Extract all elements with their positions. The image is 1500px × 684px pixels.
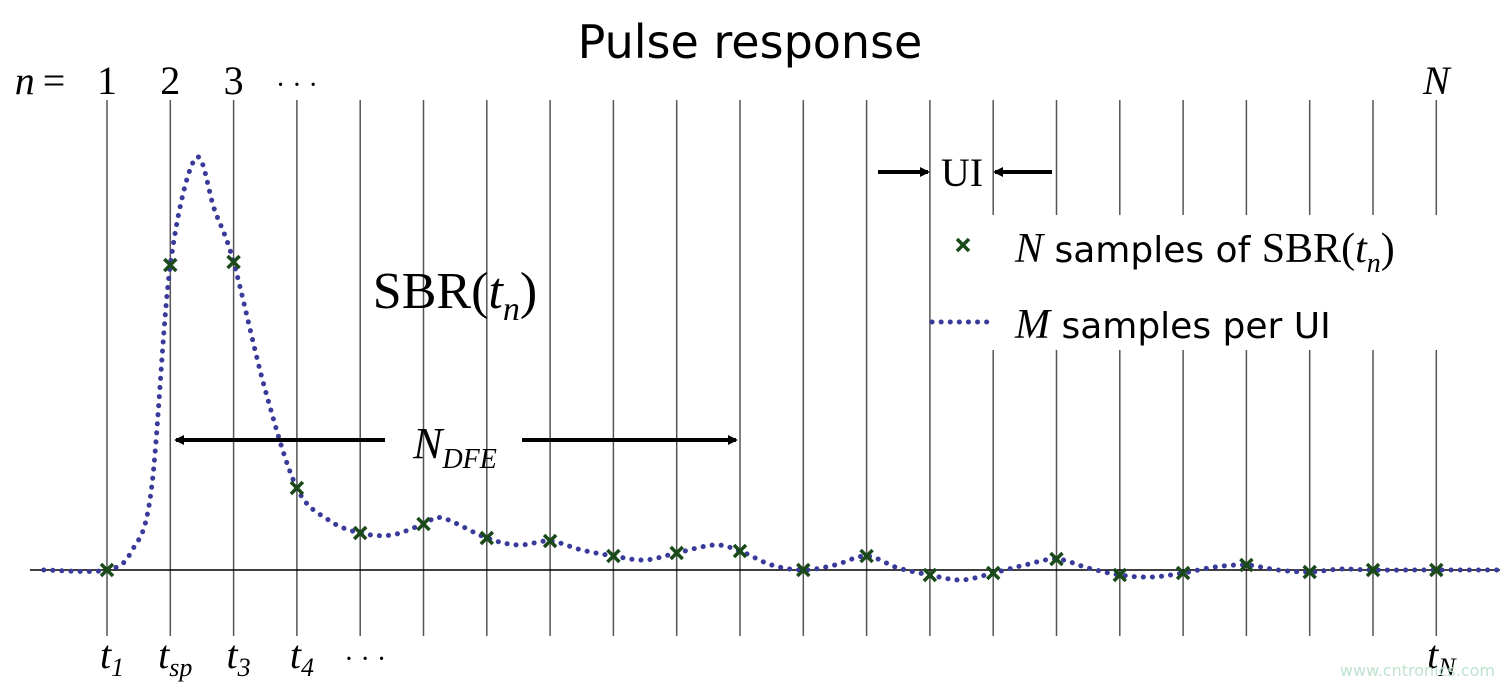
label-base: t [227,632,239,677]
legend-sub: n [1367,248,1381,279]
top-label: N [1422,58,1452,103]
legend-t: t [1355,226,1368,272]
ndfe-sub: DFE [441,444,496,475]
label-sub: N [1437,653,1457,682]
sample-marker [1429,562,1444,578]
bottom-label: · · · [344,644,386,675]
sample-marker [1112,567,1128,583]
label-sub: 1 [111,653,124,682]
sample-marker [416,516,431,532]
legend-symbol [955,237,971,253]
bottom-label: t4 [290,632,314,682]
sample-marker [289,480,305,496]
sample-marker [1302,564,1317,580]
sample-marker [352,525,368,541]
label-sub: 4 [301,653,314,682]
sample-marker [1365,562,1381,578]
bottom-label: tsp [158,632,192,682]
sample-marker [669,545,684,561]
sample-marker [542,533,558,549]
sample-marker [99,562,115,578]
top-label: 1 [97,58,117,103]
sample-marker [732,543,748,559]
n-label: n = [15,58,66,103]
sample-marker [226,254,241,270]
top-label: 3 [224,58,244,103]
sample-marker [163,257,178,273]
ndfe-base: N [412,419,445,468]
label-base: t [100,632,112,677]
sample-marker [859,548,874,564]
n-eq: = [43,58,66,103]
sbr-var: t [488,263,504,320]
sample-marker [606,548,621,564]
legend-label: samples of [1043,230,1262,271]
label-sub: sp [169,653,192,682]
legend-text: M samples per UI [1014,302,1331,348]
sbr-pre: SBR( [373,263,489,320]
bottom-label: t3 [227,632,251,682]
legend-bg [940,215,1470,350]
sample-marker [479,530,495,546]
sample-marker [1049,551,1064,567]
top-label: 2 [160,58,180,103]
bottom-label: t1 [100,632,124,682]
sample-marker [796,562,811,578]
sample-marker [985,565,1001,581]
legend-pre: SBR( [1262,226,1355,272]
sbr-label: SBR(tn) [373,263,537,328]
label-sub: 3 [237,653,251,682]
sample-marker [1175,565,1191,581]
sample-marker [1239,557,1254,573]
label-base: t [158,632,170,677]
chart-title: Pulse response [578,15,923,69]
label-base: · · · [344,644,386,675]
legend-post: ) [1381,226,1395,272]
n-var: n [15,58,35,103]
label-base: t [1427,632,1439,677]
legend-var: M [1014,302,1052,348]
top-label: · · · [276,70,318,101]
legend-var: N [1014,226,1045,272]
pulse-curve [41,154,1500,583]
ui-label-bg [936,150,988,192]
legend-text: N samples of SBR(tn) [1014,226,1395,279]
sample-marker [922,567,938,583]
sbr-post: ) [520,263,537,320]
watermark: www.cntronics.com [1340,661,1495,680]
ndfe-label: NDFE [412,419,497,475]
bottom-label: tN [1427,632,1457,682]
label-base: t [290,632,302,677]
ui-label: UI [941,150,983,195]
legend-label: samples per UI [1050,306,1331,347]
sbr-sub: n [503,291,520,328]
